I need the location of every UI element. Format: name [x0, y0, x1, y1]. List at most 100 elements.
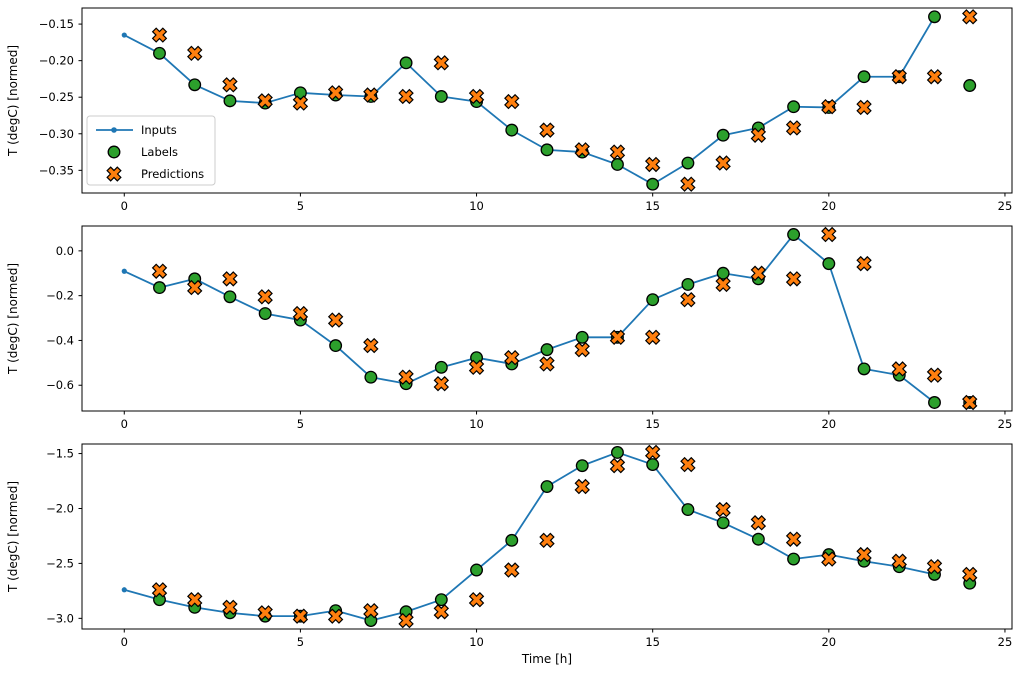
label-point [857, 70, 871, 84]
axes-frame [81, 7, 1013, 194]
prediction-point [539, 122, 555, 138]
prediction-point [539, 356, 555, 372]
predictions-series [151, 226, 978, 411]
label-point [434, 593, 448, 607]
x-tick-label: 20 [821, 635, 836, 649]
label-point [646, 293, 660, 307]
legend-item-predictions: Predictions [106, 166, 204, 182]
label-point [963, 79, 977, 92]
x-axis-label: Time [h] [521, 652, 572, 666]
prediction-point [821, 551, 837, 567]
label-point [153, 281, 166, 295]
inputs-series [121, 14, 938, 187]
labels-series [153, 446, 977, 627]
legend-dot-sample [111, 127, 117, 133]
y-tick-label: −0.20 [39, 54, 74, 68]
label-point [258, 307, 272, 321]
prediction-point [257, 93, 273, 109]
x-tick-label: 0 [121, 417, 128, 431]
prediction-point [151, 27, 168, 43]
label-point [329, 339, 343, 353]
prediction-point [891, 553, 907, 569]
label-point [681, 503, 695, 517]
prediction-point [398, 369, 414, 385]
prediction-point [398, 88, 414, 105]
x-tick-label: 20 [821, 199, 836, 213]
label-point [716, 516, 730, 530]
y-tick-label: −2.0 [46, 501, 74, 515]
prediction-point [292, 95, 309, 111]
prediction-point [785, 120, 802, 136]
prediction-point [891, 361, 907, 377]
inputs-point [121, 587, 127, 593]
prediction-point [821, 226, 837, 243]
prediction-point [609, 144, 626, 160]
y-tick-label: −0.4 [46, 333, 74, 347]
axes-frame [81, 443, 1013, 630]
x-tick-label: 20 [821, 417, 836, 431]
subplot-middle: 0 5 10 15 20 25 0.0 −0.2 −0.4 −0.6 T (degC) [norme… [6, 225, 1013, 431]
x-tick-label: 25 [998, 199, 1013, 213]
prediction-point [257, 289, 273, 305]
x-tick-label: 15 [645, 199, 660, 213]
x-tick-label: 5 [297, 417, 304, 431]
label-point [153, 46, 166, 60]
predictions-series [151, 444, 978, 629]
prediction-point [222, 271, 238, 287]
prediction-point [821, 99, 837, 115]
prediction-point [468, 88, 485, 105]
inputs-line [124, 451, 935, 622]
x-tick-label: 5 [297, 199, 304, 213]
prediction-point [891, 69, 907, 85]
prediction-point [609, 329, 626, 346]
label-point [787, 100, 801, 114]
label-point [822, 257, 836, 271]
legend-item-label: Labels [141, 145, 178, 159]
label-point [505, 533, 519, 547]
prediction-point [715, 155, 731, 171]
label-point [787, 228, 801, 241]
label-point [293, 86, 307, 100]
x-tick-label: 25 [998, 417, 1013, 431]
prediction-point [574, 341, 590, 358]
y-tick-label: −2.5 [46, 556, 74, 570]
label-point [787, 552, 801, 566]
label-point [540, 143, 554, 157]
prediction-point [468, 359, 485, 376]
x-tick-label: 5 [297, 635, 304, 649]
legend-item-labels: Labels [107, 145, 178, 159]
prediction-point [292, 608, 309, 624]
label-point [681, 156, 695, 170]
prediction-point [926, 559, 943, 575]
prediction-point [680, 176, 696, 192]
prediction-point [856, 546, 872, 563]
x-tick-label: 15 [645, 417, 660, 431]
prediction-point [363, 87, 379, 103]
axes-frame [81, 225, 1013, 412]
label-point [928, 10, 941, 24]
y-tick-label: −3.0 [46, 611, 74, 625]
label-point [575, 330, 589, 344]
prediction-point [363, 602, 379, 619]
prediction-point [962, 394, 978, 411]
prediction-point [750, 515, 767, 531]
y-tick-label: −0.35 [39, 163, 74, 177]
label-point [434, 360, 448, 374]
subplot-bottom: 0 5 10 15 20 25 −1.5 −2.0 −2.5 −3.0 T (degC) [norm… [6, 443, 1013, 649]
prediction-point [609, 457, 626, 474]
prediction-point [151, 263, 168, 279]
prediction-point [398, 612, 414, 629]
legend-item-label: Predictions [141, 167, 204, 181]
prediction-point [433, 604, 450, 620]
y-axis-label: T (degC) [normed] [6, 481, 20, 593]
x-tick-label: 10 [469, 635, 484, 649]
prediction-point [680, 456, 696, 473]
label-point [575, 459, 589, 473]
prediction-point [151, 582, 168, 598]
label-point [470, 563, 483, 577]
label-point [223, 94, 237, 108]
label-point [681, 278, 695, 291]
legend-circle-sample [107, 145, 121, 159]
prediction-point [715, 501, 731, 518]
y-tick-label: −0.30 [39, 127, 74, 141]
